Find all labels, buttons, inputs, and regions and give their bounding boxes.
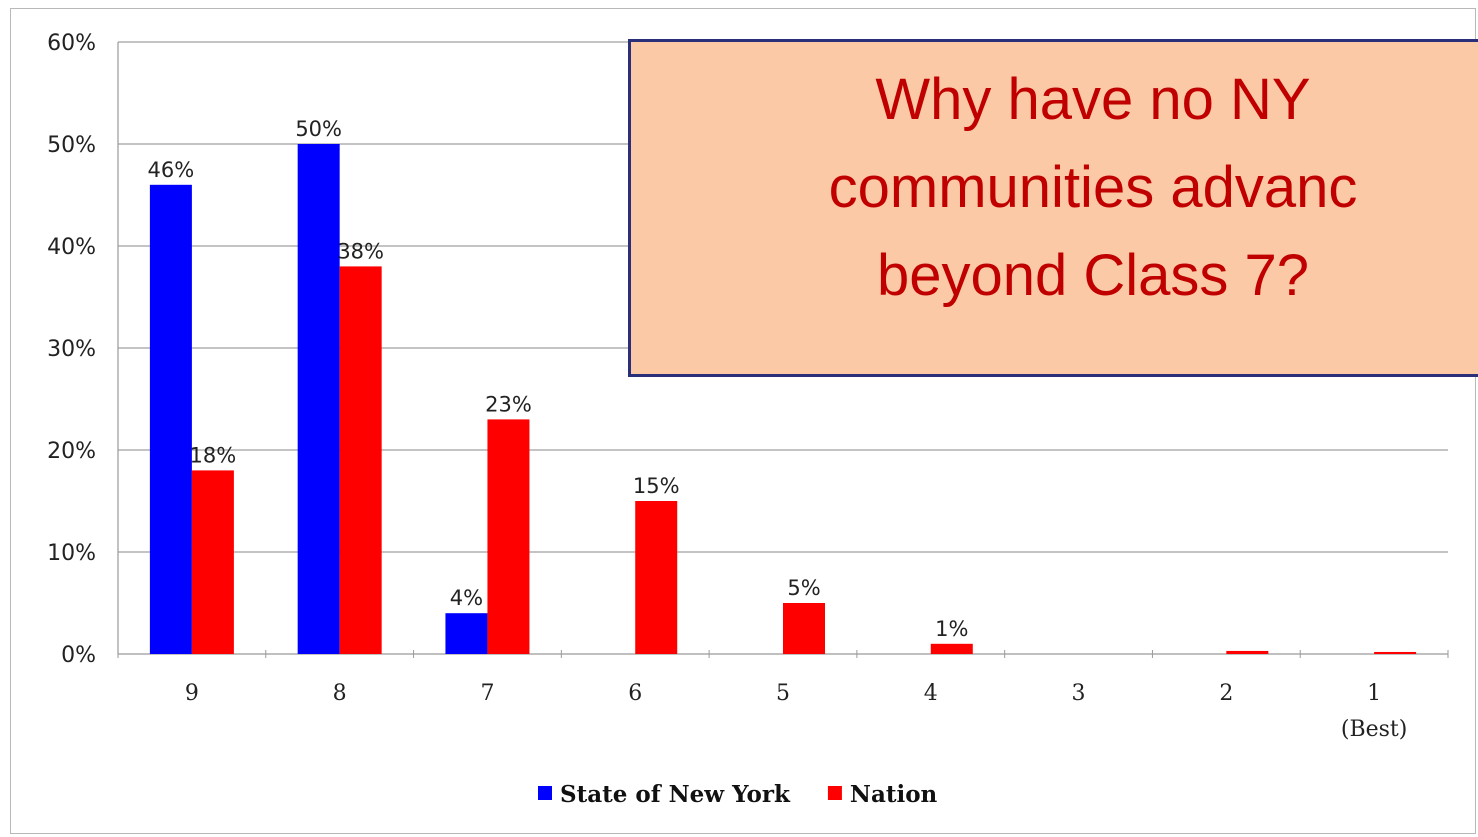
y-axis-ticks: 0% 10% 20% 30% 40% 50% 60% xyxy=(47,31,96,668)
x-axis-ticks: 9 8 7 6 5 4 3 2 1 (Best) xyxy=(117,650,1449,742)
bar-nation-4 xyxy=(930,643,973,654)
bar-nation-6 xyxy=(635,501,678,654)
y-tick-label: 30% xyxy=(47,337,96,362)
bar-nation-8 xyxy=(339,266,382,654)
y-tick-label: 20% xyxy=(47,439,96,464)
x-tick-label: 2 xyxy=(1219,681,1233,706)
legend-label: Nation xyxy=(850,781,938,808)
bars xyxy=(149,144,1417,655)
x-tick-label: 1 xyxy=(1367,681,1381,706)
data-label: 1% xyxy=(935,617,968,641)
bar-nation-9 xyxy=(191,470,234,654)
x-tick-label: 3 xyxy=(1072,681,1086,706)
data-label: 4% xyxy=(450,586,483,610)
x-tick-label: 9 xyxy=(185,681,199,706)
bar-nation-2 xyxy=(1226,650,1269,654)
legend-swatch xyxy=(827,786,842,800)
callout-text: Why have no NY communities advanc beyond… xyxy=(631,56,1478,320)
x-tick-sublabel: (Best) xyxy=(1341,717,1407,742)
data-label: 15% xyxy=(633,474,680,498)
x-tick-label: 4 xyxy=(924,681,938,706)
callout-line: Why have no NY xyxy=(875,67,1311,132)
legend-label: State of New York xyxy=(560,781,791,808)
x-tick-label: 8 xyxy=(333,681,347,706)
data-label: 18% xyxy=(190,443,237,467)
bar-nation-1 xyxy=(1374,651,1417,654)
y-tick-label: 40% xyxy=(47,235,96,260)
callout-box: Why have no NY communities advanc beyond… xyxy=(628,39,1478,377)
bar-state-of-new-york-8 xyxy=(297,144,340,654)
y-tick-label: 0% xyxy=(61,643,96,668)
data-labels: 46% 50% 4% 18% 38% 23% 15% 5% 1% xyxy=(148,117,969,641)
legend: State of New York Nation xyxy=(538,781,938,808)
legend-swatch xyxy=(538,786,552,800)
bar-state-of-new-york-9 xyxy=(149,184,192,655)
y-tick-label: 10% xyxy=(47,541,96,566)
x-tick-label: 6 xyxy=(628,681,642,706)
data-label: 5% xyxy=(787,576,820,600)
callout-line: beyond Class 7? xyxy=(876,243,1310,308)
data-label: 46% xyxy=(148,158,195,182)
x-tick-label: 7 xyxy=(480,681,494,706)
data-label: 50% xyxy=(295,117,342,141)
y-tick-label: 60% xyxy=(47,31,96,56)
bar-state-of-new-york-7 xyxy=(445,613,488,654)
data-label: 38% xyxy=(337,239,384,263)
x-tick-label: 5 xyxy=(776,681,790,706)
bar-nation-5 xyxy=(783,603,825,654)
callout-line: communities advanc xyxy=(828,155,1358,220)
bar-nation-7 xyxy=(487,419,530,654)
y-tick-label: 50% xyxy=(47,133,96,158)
data-label: 23% xyxy=(485,392,532,416)
